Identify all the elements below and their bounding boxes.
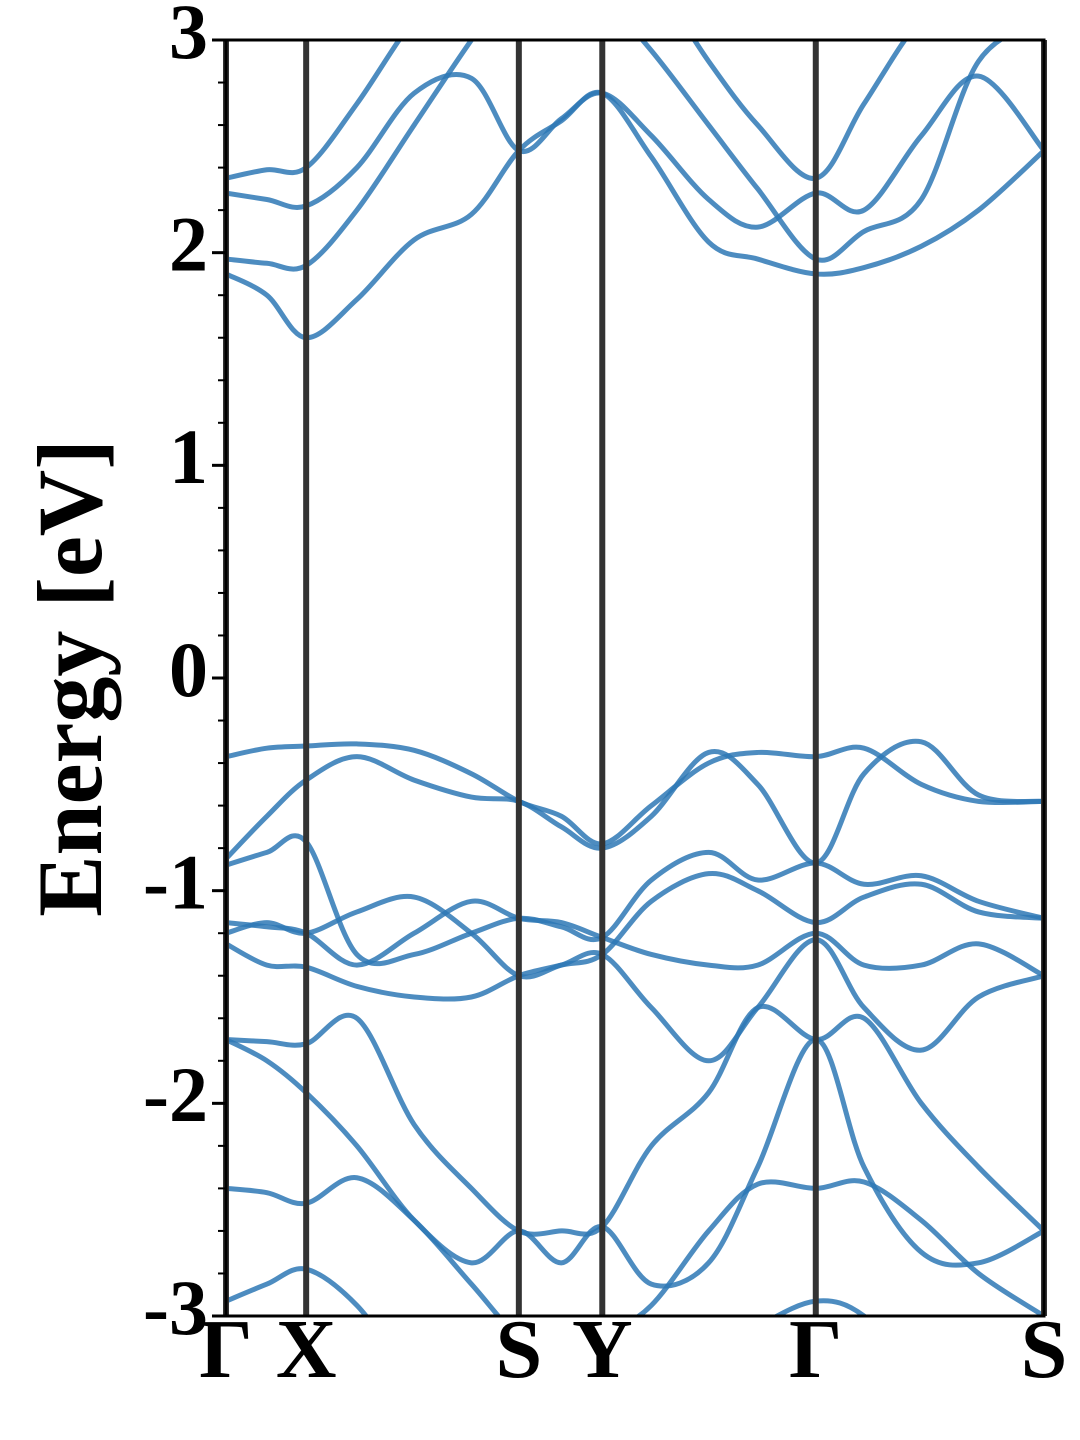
- x-tick-label: Γ: [199, 1303, 252, 1396]
- y-tick-label: 1: [169, 413, 208, 500]
- y-tick-label: -3: [143, 1264, 208, 1351]
- band-line: [226, 40, 908, 181]
- band-line: [226, 1175, 1044, 1316]
- y-axis-label: Energy [eV]: [19, 439, 121, 917]
- band-line: [226, 89, 1044, 341]
- band-line: [226, 1003, 1044, 1237]
- band-line: [226, 1037, 1044, 1289]
- y-tick-label: 2: [169, 201, 208, 288]
- band-line: [226, 40, 1005, 272]
- band-line: [226, 937, 1044, 1064]
- y-tick-label: 3: [169, 0, 208, 75]
- x-tick-label: Γ: [789, 1303, 842, 1396]
- y-tick-label: -2: [143, 1051, 208, 1138]
- x-tick-label: Y: [572, 1303, 633, 1396]
- band-line: [226, 738, 1044, 866]
- y-tick-label: -1: [143, 839, 208, 926]
- band-line: [226, 833, 1044, 967]
- band-line: [226, 1266, 868, 1316]
- plot-area: [226, 40, 1044, 1316]
- band-line: [226, 741, 1044, 847]
- band-line: [226, 72, 1044, 230]
- plot-frame: [224, 38, 1046, 1318]
- y-tick-label: 0: [169, 626, 208, 713]
- x-tick-label: S: [1021, 1303, 1068, 1396]
- x-tick-label: X: [276, 1303, 337, 1396]
- x-tick-label: S: [495, 1303, 542, 1396]
